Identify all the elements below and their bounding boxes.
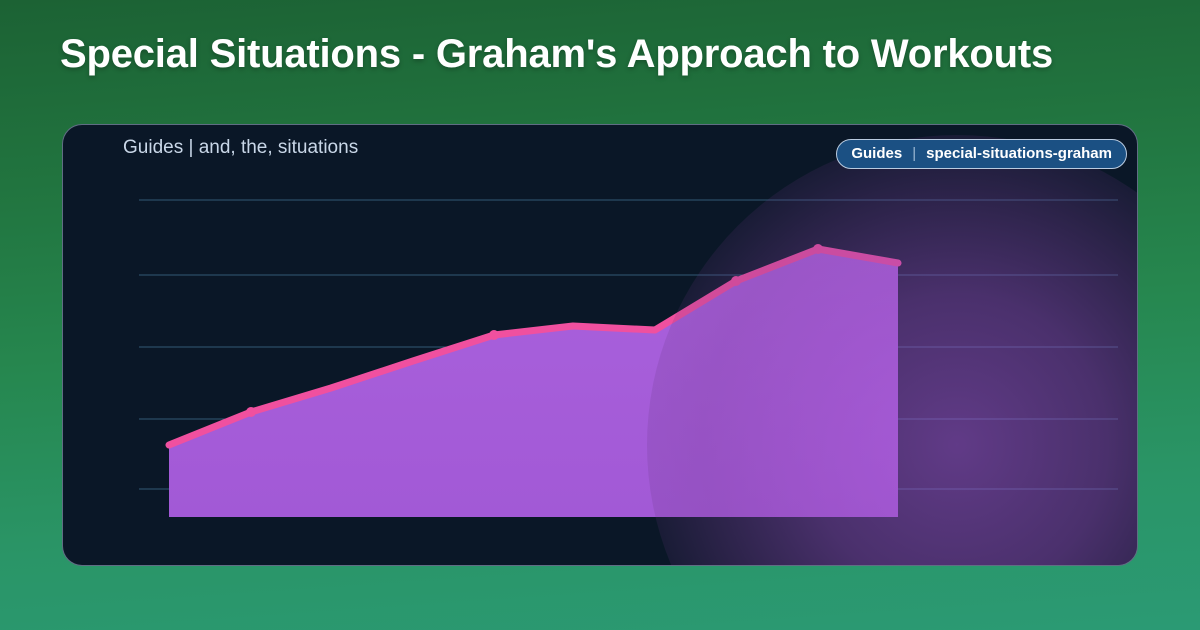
title-block: Special Situations - Graham's Approach t… (60, 26, 1090, 82)
status-badge[interactable]: Guides | special-situations-graham (836, 139, 1127, 169)
chart-area-fill (169, 249, 898, 517)
chart-data-point (731, 276, 741, 286)
badge-separator: | (912, 145, 917, 162)
chart-card: Guides | and, the, situations Guides | s… (62, 124, 1138, 566)
area-chart (139, 199, 1118, 517)
chart-data-point (246, 407, 256, 417)
page-title: Special Situations - Graham's Approach t… (60, 32, 1054, 76)
chart-data-point (489, 330, 499, 340)
chart-data-point (813, 244, 823, 254)
badge-category-label: Guides (851, 145, 903, 162)
badge-slug-label: special-situations-graham (926, 145, 1112, 162)
